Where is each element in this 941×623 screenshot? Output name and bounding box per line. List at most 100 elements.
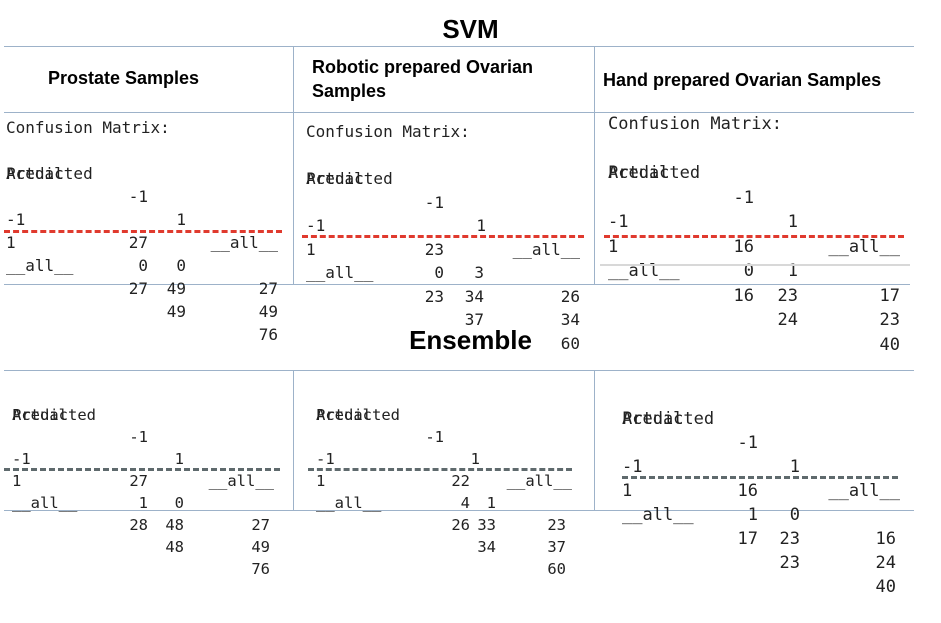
col-label: -1	[425, 428, 444, 446]
cell-value: 0	[743, 261, 754, 281]
row-label: __all__	[622, 505, 694, 525]
cell-value: 40	[879, 334, 900, 355]
predicted-label: Predicted	[622, 409, 715, 429]
svm-matrix-hand: Confusion Matrix: Predicted -1 1 __all__…	[608, 112, 908, 355]
col-label: -1	[128, 187, 148, 206]
actual-label: Actual	[12, 406, 68, 424]
cell-value: 22	[451, 472, 470, 490]
cell-value: 1	[747, 505, 758, 525]
svm-col-divider-2	[594, 46, 595, 284]
table-row: -1 27 0 27	[6, 185, 288, 298]
ensemble-matrix-prostate: Predicted -1 1 __all__ Actual -1 27 0 27…	[12, 382, 288, 578]
cell-value: 33	[477, 516, 496, 534]
row-label: -1	[12, 450, 31, 468]
row-label: -1	[316, 450, 335, 468]
cell-value: 17	[879, 285, 900, 306]
table-row: -1 16 1 17	[608, 186, 908, 306]
predicted-label: Predicted	[12, 406, 96, 424]
separator-line	[4, 468, 280, 471]
row-label: -1	[608, 212, 629, 232]
row-label: __all__	[6, 256, 74, 275]
predicted-label: Predicted	[316, 406, 400, 424]
separator-line	[622, 476, 898, 479]
cell-value: 24	[875, 553, 896, 573]
actual-label: Actual	[622, 409, 684, 429]
col-label: 1	[470, 450, 480, 468]
cell-value: 17	[737, 529, 758, 549]
cell-value: 34	[560, 310, 580, 329]
svm-header-divider	[4, 112, 914, 113]
header-robotic-ovarian: Robotic prepared Ovarian Samples	[312, 57, 534, 101]
col-label: -1	[737, 433, 758, 453]
cell-value: 0	[789, 505, 800, 525]
table-row: -1 27 0 27	[12, 426, 288, 534]
table-row: __all__ 27 49 76	[6, 231, 288, 344]
row-label: 1	[316, 472, 326, 490]
row-label: __all__	[608, 261, 680, 281]
table-row: __all__ 23 37 60	[306, 238, 588, 353]
cell-value: 23	[424, 239, 444, 259]
cell-value: 27	[128, 279, 148, 298]
row-label: 1	[306, 239, 316, 259]
row-label: 1	[12, 472, 22, 490]
row-label: __all__	[306, 263, 374, 282]
table-row: __all__ 26 34 60	[316, 470, 586, 578]
table-row: __all__ 16 24 40	[608, 235, 908, 355]
header-hand-ovarian: Hand prepared Ovarian Samples	[603, 70, 882, 90]
cell-value: 34	[464, 286, 484, 306]
cell-value: 27	[251, 516, 270, 534]
cell-value: 1	[787, 261, 798, 281]
cell-value: 23	[879, 310, 900, 330]
cell-value: 3	[474, 263, 484, 282]
row-label: 1	[608, 236, 619, 257]
cell-value: 48	[165, 516, 184, 534]
cell-value: 37	[464, 310, 484, 329]
predicted-label: Predicted	[608, 163, 701, 183]
header-prostate: Prostate Samples	[48, 68, 200, 88]
ensemble-top-border	[4, 370, 914, 371]
svm-col-divider-1	[293, 46, 294, 284]
row-label: 1	[622, 481, 633, 501]
row-label: __all__	[316, 494, 382, 512]
actual-label: Actual	[608, 163, 670, 183]
col-label: -1	[424, 192, 444, 212]
col-label: -1	[129, 428, 148, 446]
table-row: 1 0 49 49	[6, 208, 288, 321]
cell-value: 23	[779, 553, 800, 573]
cell-value: 1	[486, 494, 496, 512]
ensemble-col-divider-1	[293, 370, 294, 510]
col-label: __all__	[828, 236, 900, 257]
row-label: -1	[6, 210, 26, 229]
cell-value: 1	[138, 494, 148, 512]
actual-label: Actual	[316, 406, 372, 424]
cell-value: 16	[737, 481, 758, 501]
cell-value: 0	[138, 256, 148, 275]
actual-label: Actual	[6, 164, 64, 183]
col-label: __all__	[506, 472, 572, 490]
table-row: -1 22 1 23	[316, 426, 586, 534]
table-row: __all__ 28 48 76	[12, 470, 288, 578]
col-label: -1	[733, 187, 754, 208]
cell-value: 26	[560, 286, 580, 306]
table-row: -1 16 0 16	[622, 431, 906, 549]
ensemble-col-divider-2	[594, 370, 595, 510]
table-row: -1 23 3 26	[306, 191, 588, 306]
col-label: __all__	[828, 481, 900, 501]
table-row: 1 0 34 34	[306, 214, 588, 330]
svm-matrix-robotic: Confusion Matrix: Predicted -1 1 __all__…	[306, 120, 588, 353]
col-label: 1	[476, 216, 486, 235]
cell-value: 0	[174, 494, 184, 512]
cell-value: 28	[129, 516, 148, 534]
cell-value: 60	[547, 560, 566, 578]
ensemble-matrix-robotic: Predicted -1 1 __all__ Actual -1 22 1 23…	[316, 382, 586, 578]
table-row: 1 4 33 37	[316, 448, 586, 556]
matrix-caption: Confusion Matrix:	[6, 118, 170, 137]
cell-value: 16	[875, 529, 896, 549]
shadow-line	[600, 264, 910, 266]
cell-value: 0	[176, 256, 186, 275]
col-label: 1	[789, 457, 800, 477]
table-row: 1 1 48 49	[12, 448, 288, 556]
cell-value: 37	[547, 538, 566, 556]
col-label: __all__	[512, 239, 580, 259]
matrix-caption: Confusion Matrix:	[608, 114, 782, 134]
